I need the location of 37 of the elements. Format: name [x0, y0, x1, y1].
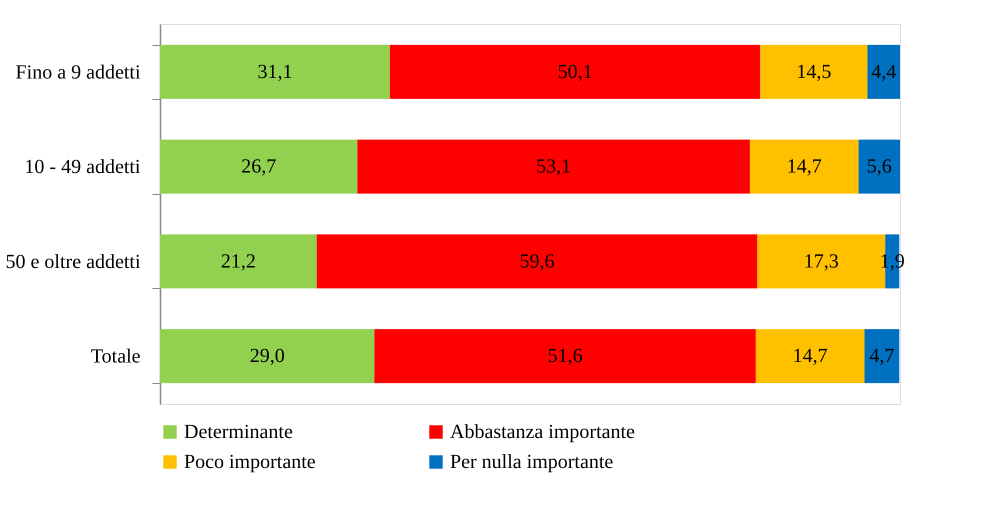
bar	[760, 44, 868, 99]
bar	[316, 234, 758, 288]
data-label: 53,1	[536, 156, 572, 178]
data-label: 14,7	[792, 345, 828, 368]
bar	[858, 140, 900, 194]
y-tick-label: 10 - 49 addetti	[24, 156, 141, 178]
data-label: 14,7	[786, 156, 822, 178]
bar	[864, 329, 900, 384]
data-label: 26,7	[241, 156, 276, 178]
data-label: 5,6	[866, 156, 892, 178]
legend-label: Poco importante	[184, 451, 316, 473]
data-label: 31,1	[257, 60, 292, 83]
bar	[867, 44, 900, 99]
bar	[750, 140, 859, 194]
y-tick-label: Fino a 9 addetti	[16, 61, 141, 84]
data-label: 59,6	[520, 250, 555, 272]
bar	[160, 234, 317, 288]
y-tick-label: Totale	[90, 346, 141, 368]
legend-label: Abbastanza importante	[450, 421, 636, 443]
data-label: 4,4	[871, 60, 896, 83]
y-tick-label: 50 e oltre addetti	[6, 250, 141, 273]
data-label: 14,5	[796, 60, 832, 83]
legend-label: Per nulla importante	[450, 451, 614, 473]
data-label: 4,7	[869, 345, 894, 368]
data-label: 50,1	[558, 60, 593, 83]
data-label: 51,6	[548, 345, 583, 368]
data-label: 17,3	[804, 250, 839, 272]
legend-label: Determinante	[184, 421, 293, 443]
bar	[390, 44, 760, 99]
bar	[756, 329, 865, 384]
bar	[357, 140, 750, 194]
bar	[160, 44, 390, 99]
bar	[160, 329, 374, 384]
data-label: 21,2	[220, 250, 256, 272]
bar	[160, 140, 358, 194]
bar	[374, 329, 756, 384]
data-label: 29,0	[250, 345, 285, 368]
